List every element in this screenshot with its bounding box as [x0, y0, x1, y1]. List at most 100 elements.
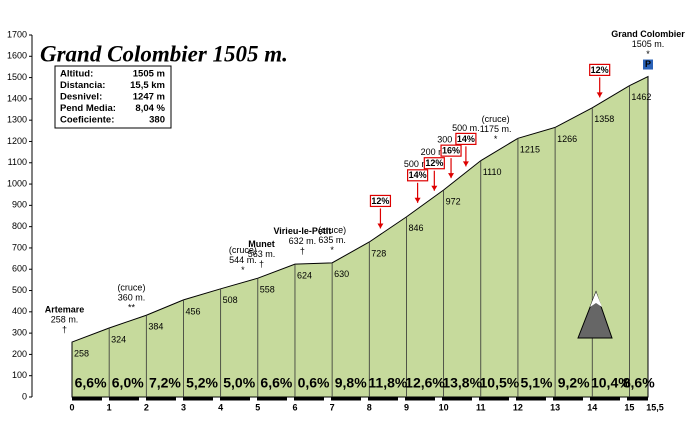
annotation: * — [241, 265, 245, 275]
x-tick-label: 6 — [292, 402, 297, 412]
annotation: † — [62, 324, 67, 334]
elevation-label: 1462 — [631, 92, 651, 102]
annotation: Virieu-le-Petit — [273, 226, 331, 236]
mountain-icon — [577, 290, 613, 339]
gradient-label: 12,6% — [405, 375, 445, 391]
annotation: P — [645, 59, 651, 69]
elevation-label: 624 — [297, 270, 312, 280]
y-tick-label: 1700 — [7, 29, 27, 39]
elevation-label: 1266 — [557, 134, 577, 144]
x-tick-label: 12 — [513, 402, 523, 412]
annotation: † — [259, 259, 264, 269]
info-key: Distancia: — [60, 80, 105, 91]
elevation-label: 456 — [185, 306, 200, 316]
flag-label: 14% — [457, 134, 475, 144]
annotation: * — [494, 134, 498, 144]
x-tick-label: 13 — [550, 402, 560, 412]
y-tick-label: 500 — [12, 285, 27, 295]
elevation-label: 846 — [408, 223, 423, 233]
x-tick-label: 2 — [144, 402, 149, 412]
y-tick-label: 1500 — [7, 72, 27, 82]
flag-note: 300 m. — [437, 135, 465, 145]
elevation-label: 508 — [223, 295, 238, 305]
elevation-label: 384 — [148, 322, 163, 332]
y-tick-label: 1300 — [7, 115, 27, 125]
info-key: Desnivel: — [60, 92, 102, 103]
y-tick-label: 1200 — [7, 136, 27, 146]
info-key: Pend Media: — [60, 103, 116, 114]
elevation-label: 728 — [371, 248, 386, 258]
x-tick-label: 1 — [107, 402, 112, 412]
info-value: 380 — [149, 115, 165, 126]
gradient-label: 9,8% — [335, 375, 367, 391]
y-tick-label: 1400 — [7, 93, 27, 103]
parking-icon — [643, 59, 653, 70]
gradient-label: 8,6% — [623, 375, 655, 391]
gradient-label: 10,4% — [591, 375, 631, 391]
elevation-label: 324 — [111, 334, 126, 344]
x-tick-label: 7 — [330, 402, 335, 412]
flag-label: 12% — [371, 196, 389, 206]
flag-label: 14% — [409, 170, 427, 180]
flag-label: 12% — [591, 65, 609, 75]
flag-arrowhead — [596, 92, 603, 98]
flag-box — [589, 63, 611, 76]
annotation: Munet — [248, 239, 275, 249]
annotation: 360 m. — [118, 293, 146, 303]
annotation: 1175 m. — [480, 124, 512, 134]
x-tick-label: 0 — [69, 402, 74, 412]
x-tick-label: 15,5 — [646, 402, 664, 412]
y-tick-label: 1100 — [8, 157, 27, 167]
y-tick-label: 0 — [22, 391, 27, 401]
gradient-label: 10,5% — [480, 375, 520, 391]
flag-box — [423, 157, 445, 170]
y-tick-label: 1600 — [7, 51, 27, 61]
info-box — [54, 65, 172, 129]
flag-label: 16% — [442, 146, 460, 156]
annotation: 632 m. — [289, 236, 317, 246]
x-tick-label: 3 — [181, 402, 186, 412]
gradient-label: 9,2% — [558, 375, 590, 391]
gradient-label: 5,1% — [521, 375, 553, 391]
gradient-label: 7,2% — [149, 375, 181, 391]
elevation-label: 258 — [74, 348, 89, 358]
info-value: 15,5 km — [130, 80, 165, 91]
elevation-label: 558 — [260, 285, 275, 295]
flag-box — [440, 144, 462, 157]
y-tick-label: 1000 — [7, 178, 27, 188]
flag-arrowhead — [431, 185, 438, 191]
flag-arrowhead — [377, 223, 384, 229]
info-value: 1247 m — [133, 92, 165, 103]
flag-box — [455, 132, 477, 145]
elevation-label: 630 — [334, 269, 349, 279]
gradient-label: 5,2% — [186, 375, 218, 391]
info-value: 1505 m — [133, 69, 165, 80]
annotation: 635 m. — [318, 235, 346, 245]
x-tick-label: 9 — [404, 402, 409, 412]
y-tick-label: 900 — [12, 200, 27, 210]
annotation: 544 m. — [229, 255, 257, 265]
gradient-label: 11,8% — [368, 375, 407, 391]
flag-arrowhead — [462, 161, 469, 167]
y-tick-label: 100 — [12, 370, 27, 380]
gradient-label: 0,6% — [298, 375, 330, 391]
info-key: Coeficiente: — [60, 115, 114, 126]
annotation: * — [646, 49, 650, 59]
flag-note: 500 m. — [404, 159, 432, 169]
gradient-label: 5,0% — [223, 375, 255, 391]
flag-label: 12% — [425, 158, 443, 168]
flag-arrowhead — [448, 173, 455, 179]
x-tick-label: 4 — [218, 402, 223, 412]
flag-box — [407, 169, 429, 182]
gradient-label: 6,6% — [75, 375, 107, 391]
annotation: Grand Colombier — [611, 29, 685, 39]
mountain-snow — [590, 292, 602, 307]
x-tick-label: 11 — [476, 402, 486, 412]
info-key: Altitud: — [60, 69, 93, 80]
chart-title: Grand Colombier 1505 m. — [40, 41, 288, 66]
y-tick-label: 700 — [12, 242, 27, 252]
x-tick-label: 15 — [624, 402, 634, 412]
flag-arrowhead — [414, 197, 421, 203]
gradient-label: 6,6% — [260, 375, 292, 391]
